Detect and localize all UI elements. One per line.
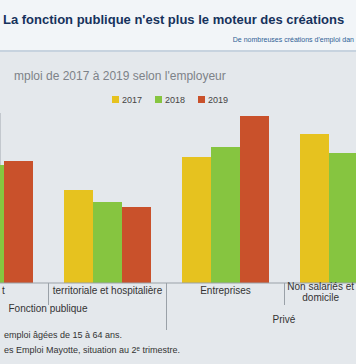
legend-swatch: [155, 96, 162, 103]
category-separator: [166, 283, 167, 330]
category-label: t: [2, 285, 5, 296]
bar: [0, 165, 4, 283]
legend-label: 2017: [122, 95, 142, 105]
category-label-line: Entreprises: [200, 285, 251, 296]
chart-root: La fonction publique n'est plus le moteu…: [0, 0, 356, 364]
bar: [300, 134, 329, 283]
category-label: territoriale et hospitalière: [53, 285, 163, 296]
legend-swatch: [112, 96, 119, 103]
group-label: Privé: [273, 314, 296, 325]
bar: [122, 207, 151, 283]
legend-label: 2019: [208, 95, 228, 105]
title-rule: [0, 50, 356, 52]
bar: [211, 147, 240, 283]
title: La fonction publique n'est plus le moteu…: [3, 12, 344, 27]
bars: [0, 116, 356, 283]
category-label-line: t: [2, 285, 5, 296]
legend-label: 2018: [165, 95, 185, 105]
caption: De nombreuses créations d'emploi dan: [233, 36, 354, 44]
bar: [4, 161, 33, 283]
subtitle: mploi de 2017 à 2019 selon l'employeur: [14, 69, 226, 83]
bar: [182, 157, 211, 283]
bar: [93, 202, 122, 283]
category-label-line: Non salariés et: [287, 281, 354, 292]
category-label-line: domicile: [302, 292, 339, 303]
group-label: Fonction publique: [9, 303, 88, 314]
legend: 2017 2018 2019: [112, 95, 228, 105]
slide-background: [0, 0, 356, 364]
category-label: Non salariés etdomicile: [287, 281, 354, 303]
bar: [64, 190, 93, 283]
bar: [240, 116, 269, 283]
footnote: es Emploi Mayotte, situation au 2ᵉ trime…: [4, 345, 180, 355]
title-band: [0, 0, 356, 50]
category-separator: [284, 283, 285, 305]
category-label-line: territoriale et hospitalière: [53, 285, 163, 296]
category-separator: [48, 283, 49, 305]
legend-swatch: [198, 96, 205, 103]
category-label: Entreprises: [200, 285, 251, 296]
footnote: emploi âgées de 15 à 64 ans.: [4, 330, 122, 340]
bar: [329, 153, 356, 283]
chart-svg: La fonction publique n'est plus le moteu…: [0, 0, 356, 364]
